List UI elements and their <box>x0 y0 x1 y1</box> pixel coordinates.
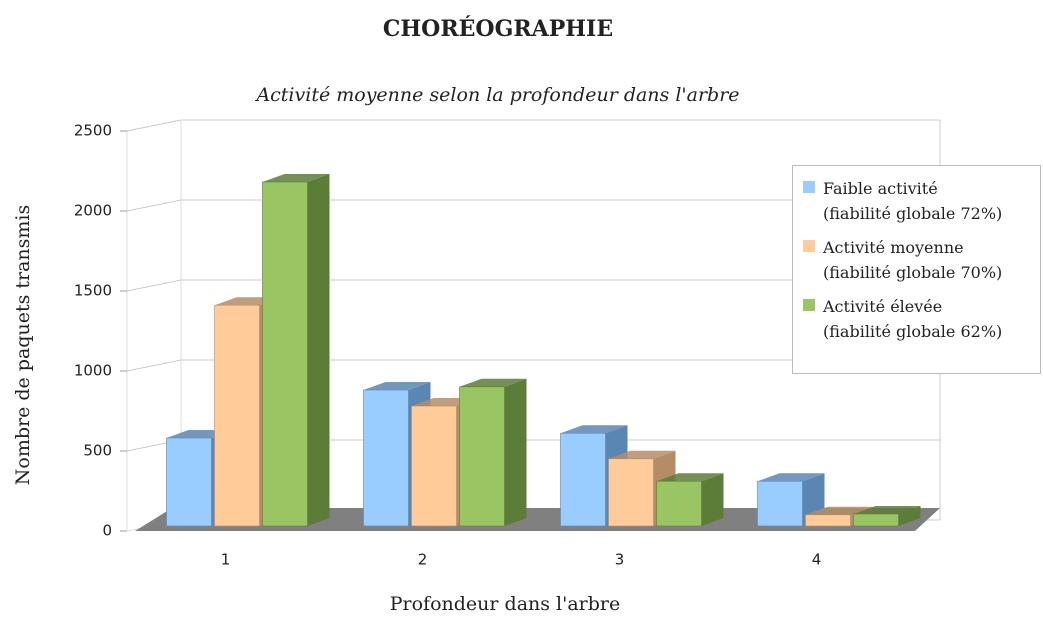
bar-front <box>459 386 505 527</box>
legend-label: Faible activité (fiabilité globale 72%) <box>823 179 1003 223</box>
legend-entry: Activité élevée (fiabilité globale 62%) <box>803 294 1040 344</box>
bar-front <box>214 304 260 527</box>
bar-side <box>898 506 921 526</box>
bar-top <box>560 425 628 434</box>
legend-swatch <box>803 240 815 252</box>
floor <box>135 508 940 531</box>
bar-front <box>608 458 654 527</box>
bar-top <box>363 382 431 390</box>
y-axis-label: Nombre de paquets transmis <box>12 205 34 486</box>
grid-line <box>126 359 940 372</box>
chart-subtitle: Activité moyenne selon la profondeur dan… <box>254 84 739 106</box>
bar-top <box>853 506 921 514</box>
grid-line <box>126 279 940 292</box>
bar <box>656 473 724 527</box>
x-tick-label: 1 <box>221 551 231 569</box>
legend-label: Activité moyenne (fiabilité globale 70%) <box>823 238 1003 282</box>
bar-top <box>608 450 676 459</box>
bar <box>853 506 921 527</box>
bar-front <box>560 432 606 527</box>
x-tick-label: 4 <box>812 551 822 569</box>
legend-swatch <box>803 181 815 193</box>
bar-front <box>757 480 803 527</box>
x-tick-label: 3 <box>615 551 625 569</box>
bar-top <box>757 473 825 482</box>
bar-top <box>262 174 330 182</box>
legend-entry: Activité moyenne (fiabilité globale 70%) <box>803 235 1040 285</box>
bar-side <box>307 174 330 526</box>
y-tick-label: 1500 <box>74 282 112 300</box>
bar-front <box>262 181 308 527</box>
y-tick-label: 1000 <box>74 362 112 380</box>
legend-label: Activité élevée (fiabilité globale 62%) <box>823 297 1003 341</box>
x-axis-label: Profondeur dans l'arbre <box>390 593 621 615</box>
legend-entry: Faible activité (fiabilité globale 72%) <box>803 176 1040 226</box>
bar <box>459 378 527 527</box>
grid-line <box>126 119 940 132</box>
bar-top <box>805 506 873 515</box>
legend-swatch <box>803 299 815 311</box>
bar-side <box>701 473 724 526</box>
bar-front <box>656 480 702 527</box>
legend: Faible activité (fiabilité globale 72%) A… <box>792 165 1041 374</box>
bar-front <box>853 513 899 527</box>
bar <box>262 174 330 527</box>
grid-line <box>126 199 940 212</box>
bar-front <box>166 437 212 527</box>
bar-front <box>411 405 457 527</box>
bar-side <box>504 378 527 526</box>
chart-title: CHORÉOGRAPHIE <box>383 15 613 42</box>
bar-front <box>805 514 851 527</box>
bar-top <box>459 378 527 387</box>
bar-front <box>363 389 409 527</box>
x-tick-label: 2 <box>418 551 428 569</box>
y-tick-label: 0 <box>102 522 112 540</box>
y-tick-label: 500 <box>83 442 112 460</box>
y-tick-label: 2500 <box>74 122 112 140</box>
bar-top <box>656 473 724 482</box>
y-tick-label: 2000 <box>74 202 112 220</box>
